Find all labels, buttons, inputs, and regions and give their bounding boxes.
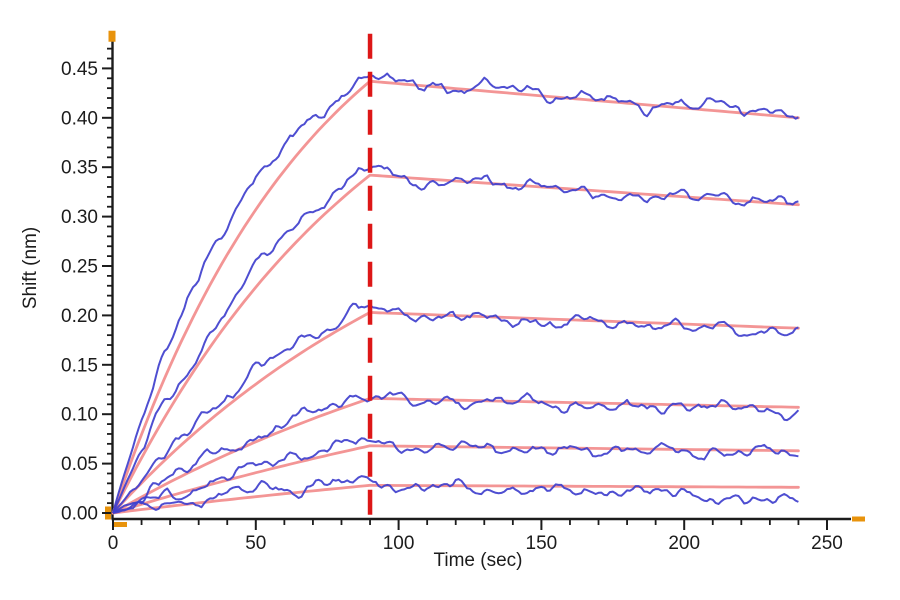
x-tick-label: 50 (245, 533, 266, 554)
x-axis-origin-end-marker (112, 522, 127, 527)
y-tick-label: 0.15 (61, 355, 98, 376)
x-tick-label: 100 (383, 533, 415, 554)
fit-curves (111, 79, 800, 515)
fit-curve-1 (111, 79, 800, 515)
x-tick-label: 0 (108, 533, 119, 554)
y-tick-label: 0.10 (61, 405, 98, 426)
fit-curve-4 (111, 397, 800, 515)
data-curve-5 (112, 437, 799, 514)
y-tick-label: 0.05 (61, 454, 98, 475)
y-tick-label: 0.45 (61, 59, 98, 80)
x-tick-label: 150 (526, 533, 558, 554)
data-curve-1 (112, 72, 799, 514)
x-axis-title: Time (sec) (433, 550, 522, 571)
data-curve-4 (112, 391, 800, 514)
axes: 0.00 0.05 0.10 0.15 0.20 0.25 0.30 0.35 0.40 0.45… (61, 30, 865, 554)
fit-curve-6 (111, 483, 800, 515)
x-tick-label: 250 (811, 533, 843, 554)
data-curves (112, 72, 800, 514)
y-tick-label: 0.30 (61, 207, 98, 228)
y-tick-label: 0.40 (61, 108, 98, 129)
fit-curve-3 (111, 311, 800, 515)
y-tick-label: 0.00 (61, 504, 98, 525)
x-tick-label: 200 (668, 533, 700, 554)
data-curve-2 (112, 164, 799, 514)
y-axis-title: Shift (nm) (20, 227, 41, 309)
y-tick-label: 0.25 (61, 257, 98, 278)
x-axis-right-end-marker (852, 516, 865, 522)
data-curve-3 (112, 302, 799, 514)
data-curve-6 (112, 475, 799, 514)
y-tick-label: 0.20 (61, 306, 98, 327)
y-axis-top-end-marker (108, 30, 116, 42)
y-tick-label: 0.35 (61, 158, 98, 179)
fit-curve-2 (111, 173, 800, 515)
